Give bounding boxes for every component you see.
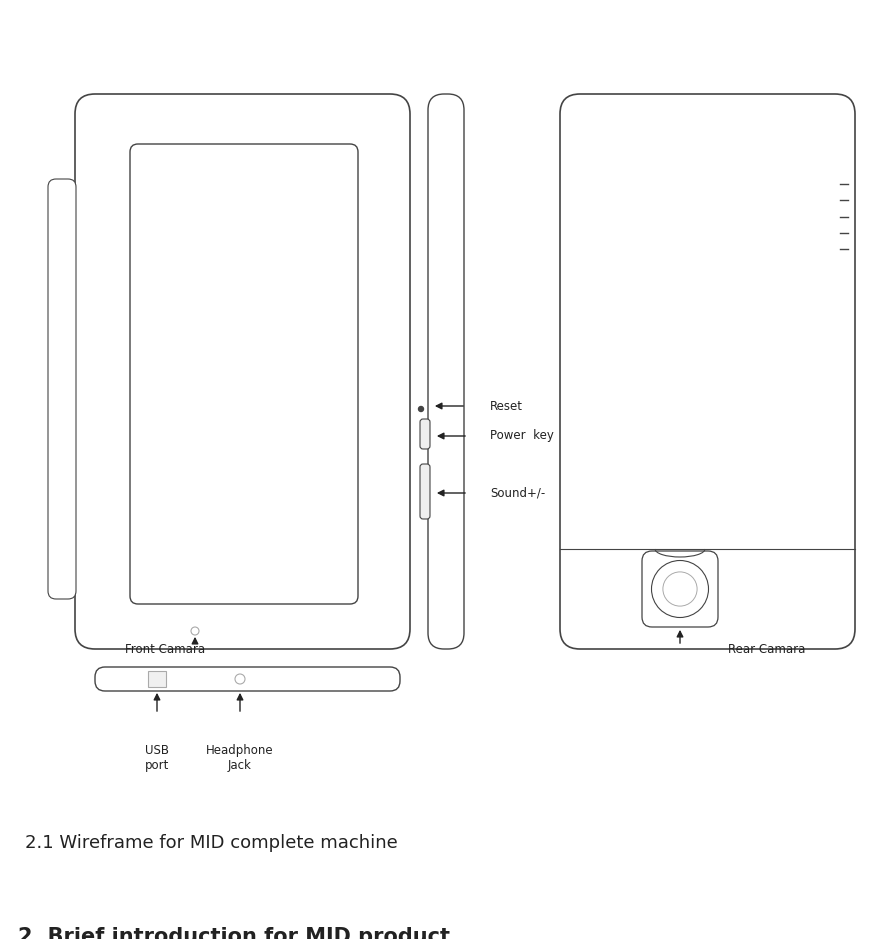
FancyBboxPatch shape	[95, 667, 399, 691]
Text: 2. Brief introduction for MID product: 2. Brief introduction for MID product	[18, 927, 450, 939]
Text: Reset: Reset	[489, 399, 522, 412]
Text: USB
port: USB port	[145, 744, 169, 772]
FancyBboxPatch shape	[559, 94, 854, 649]
FancyBboxPatch shape	[75, 94, 409, 649]
Text: Rear Camara: Rear Camara	[727, 643, 804, 656]
FancyBboxPatch shape	[428, 94, 464, 649]
Text: Power  key: Power key	[489, 429, 553, 442]
FancyBboxPatch shape	[420, 419, 429, 449]
Text: 2.1 Wireframe for MID complete machine: 2.1 Wireframe for MID complete machine	[25, 834, 398, 852]
Bar	[148, 671, 166, 687]
Text: Sound+/-: Sound+/-	[489, 486, 544, 500]
Circle shape	[418, 407, 423, 411]
FancyBboxPatch shape	[130, 144, 357, 604]
FancyBboxPatch shape	[641, 551, 717, 627]
Text: Headphone
Jack: Headphone Jack	[206, 744, 274, 772]
FancyBboxPatch shape	[420, 464, 429, 519]
Text: Front Camara: Front Camara	[125, 643, 205, 656]
FancyBboxPatch shape	[48, 179, 76, 599]
